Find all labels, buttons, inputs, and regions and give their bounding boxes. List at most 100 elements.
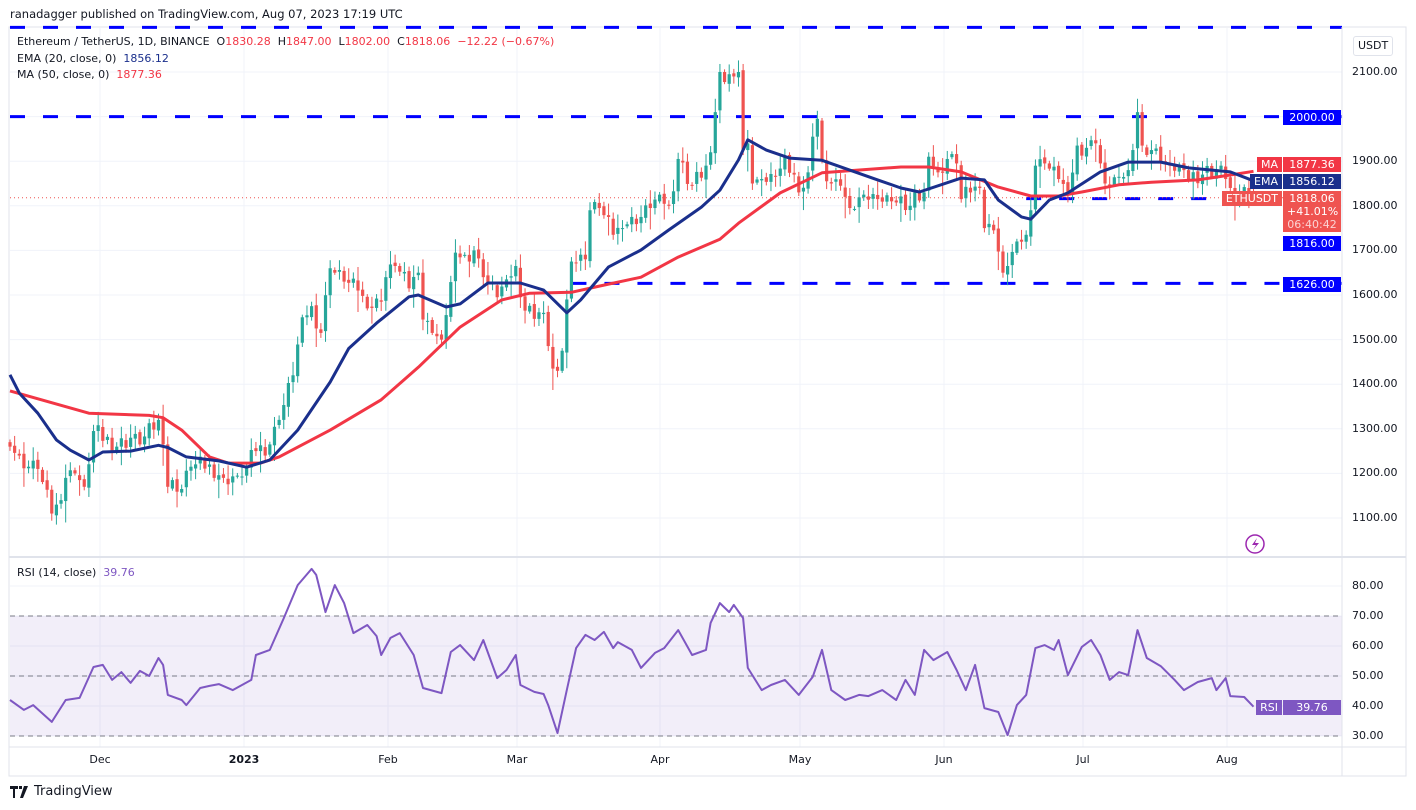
symbol-legend: Ethereum / TetherUS, 1D, BINANCE O1830.2… (17, 35, 554, 49)
candle-body (880, 197, 884, 202)
time-label: Jun (935, 753, 953, 766)
candle-body (1219, 165, 1223, 170)
candle-body (1047, 163, 1051, 169)
candle-body (184, 470, 188, 488)
symbol-tag-name: ETHUSDT (1221, 191, 1282, 206)
currency-label[interactable]: USDT (1353, 36, 1394, 56)
candle-body (546, 311, 550, 347)
candle-body (704, 165, 708, 180)
ema-value: 1856.12 (123, 52, 169, 65)
candle-body (1015, 241, 1019, 253)
candle-body (616, 227, 620, 234)
ma-value: 1877.36 (116, 68, 162, 81)
candle-body (1052, 166, 1056, 171)
candle-body (370, 306, 374, 308)
candle-body (662, 193, 666, 204)
candle-body (778, 168, 782, 176)
candle-body (890, 197, 894, 202)
candle-body (894, 200, 898, 203)
candle-body (959, 165, 963, 200)
candle-body (268, 444, 272, 455)
rsi-legend[interactable]: RSI (14, close) 39.76 (17, 566, 135, 580)
candle-body (277, 419, 281, 426)
candle-body (658, 194, 662, 202)
candle-body (105, 436, 110, 440)
candle-body (254, 448, 258, 452)
candle-body (936, 168, 940, 173)
ema-tag-value: 1856.12 (1283, 174, 1341, 189)
rsi-value: 39.76 (103, 566, 135, 579)
candle-body (551, 346, 555, 369)
candle-body (829, 182, 833, 184)
candle-body (727, 74, 731, 84)
level-1626-tag: 1626.00 (1283, 277, 1341, 292)
candle-body (347, 279, 351, 283)
candle-body (36, 459, 40, 469)
candle-body (17, 453, 21, 456)
price-tick-label: 1200.00 (1352, 466, 1398, 480)
ema-label: EMA (20, close, 0) (17, 52, 117, 65)
time-label: Dec (89, 753, 111, 766)
candle-body (342, 270, 346, 282)
candle-body (978, 186, 982, 188)
candle-body (314, 305, 318, 329)
candle-body (699, 171, 703, 178)
candle-body (565, 299, 569, 353)
symbol-title[interactable]: Ethereum / TetherUS, 1D, BINANCE (17, 35, 210, 48)
horizontal-levels[interactable] (10, 25, 1342, 285)
candle-body (282, 405, 286, 420)
candle-body (811, 136, 815, 171)
candle-body (574, 262, 578, 264)
candle-body (8, 442, 12, 447)
candle-body (439, 334, 444, 340)
bar-countdown: 06:40:42 (1287, 218, 1337, 231)
candle-body (310, 306, 314, 318)
tradingview-logo[interactable]: TradingView (10, 784, 113, 799)
last-price-tag: 1818.06 +41.01% 06:40:42 (1283, 191, 1341, 232)
publisher-line: ranadagger published on TradingView.com,… (10, 7, 403, 21)
candle-body (676, 158, 680, 192)
candle-body (1001, 251, 1005, 273)
rsi-tick-label: 60.00 (1352, 639, 1384, 652)
candle-body (996, 228, 1000, 252)
candle-body (1057, 165, 1061, 180)
candle-body (783, 156, 787, 170)
candle-body (528, 305, 532, 312)
candle-body (950, 154, 954, 158)
ema-legend[interactable]: EMA (20, close, 0) 1856.12 (17, 52, 169, 66)
candle-body (713, 112, 717, 154)
candle-body (361, 289, 365, 296)
candle-body (787, 154, 792, 173)
candle-body (291, 375, 295, 383)
candle-body (68, 470, 72, 477)
candle-body (514, 266, 518, 277)
time-label: Mar (506, 753, 528, 766)
candle-body (1084, 147, 1089, 157)
level-2000-tag: 2000.00 (1283, 110, 1341, 125)
candle-body (189, 466, 193, 471)
candle-body (1191, 172, 1195, 181)
lightning-icon[interactable] (1245, 534, 1265, 554)
candle-body (398, 266, 402, 272)
candle-body (542, 312, 546, 315)
rsi-tick-label: 40.00 (1352, 699, 1384, 712)
candle-body (801, 187, 806, 192)
candle-body (968, 187, 973, 193)
candle-body (671, 191, 676, 205)
candle-body (588, 210, 592, 262)
candle-body (927, 156, 931, 191)
ema-tag-name: EMA (1250, 174, 1282, 189)
candle-body (667, 204, 671, 206)
tradingview-brand: TradingView (34, 784, 113, 799)
candle-body (115, 446, 119, 451)
candle-body (458, 253, 462, 258)
candle-body (430, 319, 434, 333)
candle-body (555, 366, 560, 371)
candle-body (792, 172, 796, 175)
candle-body (741, 70, 745, 151)
candle-body (606, 215, 611, 217)
candle-body (569, 261, 574, 299)
ma-legend[interactable]: MA (50, close, 0) 1877.36 (17, 68, 162, 82)
candle-body (1033, 165, 1038, 210)
